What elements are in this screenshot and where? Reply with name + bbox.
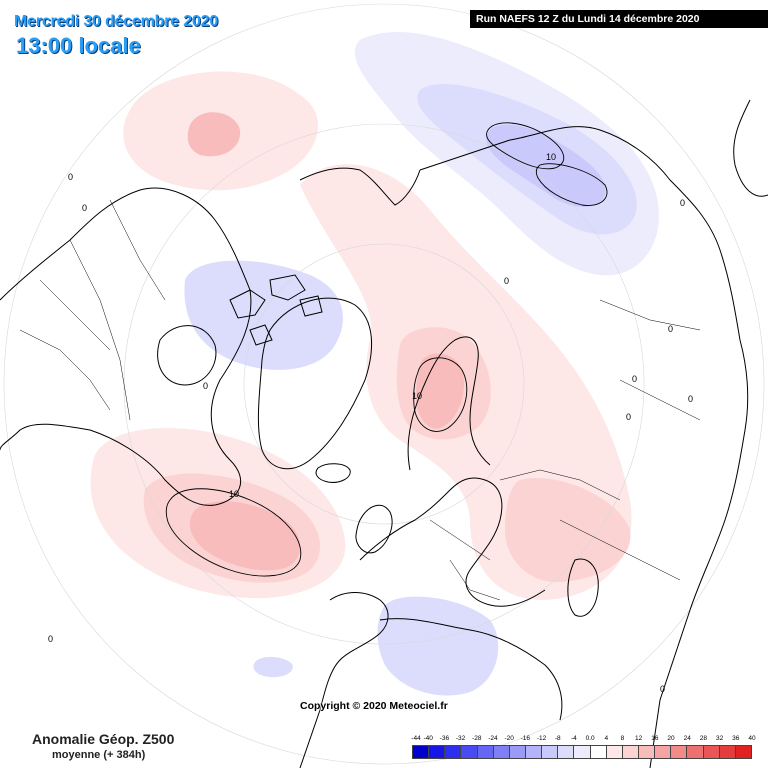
legend-label: -24 (488, 735, 498, 742)
legend-swatch (606, 746, 623, 758)
legend-label: -44 (411, 735, 421, 742)
legend-label: -12 (536, 735, 547, 742)
coast-arctic-russia (299, 167, 421, 206)
coast-arctic-islands (229, 274, 323, 346)
anomaly-negative-mediterranean (377, 596, 499, 696)
contour-label: 0 (632, 374, 637, 384)
anomaly-positive-scandinavia-core (415, 353, 464, 429)
contour-labels: 10 10 10 0 0 0 0 0 0 0 0 0 0 0 (48, 152, 693, 694)
contour-label: 0 (48, 634, 53, 644)
legend-swatch (542, 746, 559, 758)
coast-asia-north (419, 126, 749, 768)
legend-swatch (558, 746, 575, 758)
legend-label: -28 (472, 735, 482, 742)
coast-north-america (0, 187, 252, 506)
legend-label: 4 (604, 735, 609, 742)
legend-swatch (493, 746, 510, 758)
legend-label: 40 (748, 735, 756, 742)
contour-label: 0 (688, 394, 693, 404)
legend-label: -8 (554, 735, 561, 742)
contour-label: 0 (504, 276, 509, 286)
coastlines (0, 99, 768, 768)
contour-label: 0 (626, 412, 631, 422)
legend-swatch (574, 746, 591, 758)
contour-label: 0 (680, 198, 685, 208)
legend-label: 8 (620, 735, 625, 742)
coast-kamchatka (733, 99, 768, 197)
legend-label: -32 (455, 735, 466, 742)
legend-swatch (735, 746, 751, 758)
legend-label: -4 (571, 735, 577, 742)
legend-swatch (590, 746, 607, 758)
anomaly-positive-atlantic-core (189, 501, 300, 571)
legend-label: 12 (635, 735, 643, 742)
legend-swatch (509, 746, 526, 758)
legend-label: 36 (732, 735, 740, 742)
legend-swatch (525, 746, 543, 758)
legend-label: -36 (439, 735, 450, 742)
contour-plus10-atlantic (165, 488, 302, 577)
anomaly-negative-small (253, 656, 293, 678)
copyright-notice: Copyright © 2020 Meteociel.fr (300, 700, 448, 712)
coast-iceland (315, 463, 351, 483)
legend-label: -16 (520, 735, 531, 742)
coast-hudson-bay (157, 325, 217, 386)
forecast-time: 13:00 locale (16, 33, 141, 58)
legend-swatch (461, 746, 478, 758)
contour-label: 10 (229, 489, 239, 499)
coast-mediterranean (379, 618, 563, 721)
legend-swatch (413, 746, 430, 758)
contour-label: 0 (203, 381, 208, 391)
contour-label: 0 (82, 203, 87, 213)
legend-label: 28 (699, 735, 708, 742)
legend-label: 24 (683, 735, 691, 742)
legend-label: 20 (667, 735, 675, 742)
map-subtitle: moyenne (+ 384h) (52, 749, 146, 761)
contour-minus10-siberia (486, 122, 565, 170)
legend-swatch (477, 746, 494, 758)
coast-greenland (257, 297, 373, 470)
coast-caspian (567, 558, 599, 617)
contour-label: 0 (68, 172, 73, 182)
contour-label: 0 (660, 684, 665, 694)
anomaly-positive-russia (505, 478, 631, 583)
coast-scandinavia (407, 336, 491, 471)
contour-label: 10 (546, 152, 556, 162)
contour-label: 0 (668, 324, 673, 334)
map-title: Anomalie Géop. Z500 (32, 731, 175, 747)
legend-label: 32 (715, 735, 724, 742)
legend-labels: -44 -40 -36 -32 -28 -24 -20 -16 -12 -8 -4 0.0 4 8 12 16… (411, 735, 756, 745)
legend-swatch (429, 746, 446, 758)
anomaly-shading (90, 31, 659, 696)
legend-label: 0.0 (585, 735, 595, 742)
legend-swatch (687, 746, 704, 758)
legend-swatch (445, 746, 462, 758)
anomaly-negative-canada (184, 260, 343, 370)
anomaly-positive-alaska-core (187, 112, 241, 157)
contour-lines (165, 122, 608, 577)
color-scale-legend: -44 -40 -36 -32 -28 -24 -20 -16 -12 -8 -4 0.0 4 8 12 16… (411, 735, 756, 763)
coast-europe (359, 477, 546, 607)
anomaly-negative-siberia-core (486, 124, 606, 208)
legend-swatch (703, 746, 720, 758)
contour-minus10-siberia-b (535, 163, 608, 206)
coast-iberia-africa (299, 592, 389, 768)
borders (19, 199, 701, 601)
contour-label: 10 (412, 391, 422, 401)
contour-plus10-scandinavia (413, 357, 468, 432)
legend-swatch (719, 746, 736, 758)
coast-british-isles (355, 504, 393, 554)
legend-swatch (622, 746, 639, 758)
forecast-date: Mercredi 30 décembre 2020 (14, 13, 219, 30)
legend-bar (412, 745, 752, 759)
legend-label: -40 (423, 735, 433, 742)
legend-swatch (655, 746, 672, 758)
legend-label: -20 (504, 735, 514, 742)
legend-label: 16 (651, 735, 659, 742)
legend-swatch (638, 746, 656, 758)
legend-swatch (671, 746, 688, 758)
run-info-banner: Run NAEFS 12 Z du Lundi 14 décembre 2020 (470, 10, 768, 28)
